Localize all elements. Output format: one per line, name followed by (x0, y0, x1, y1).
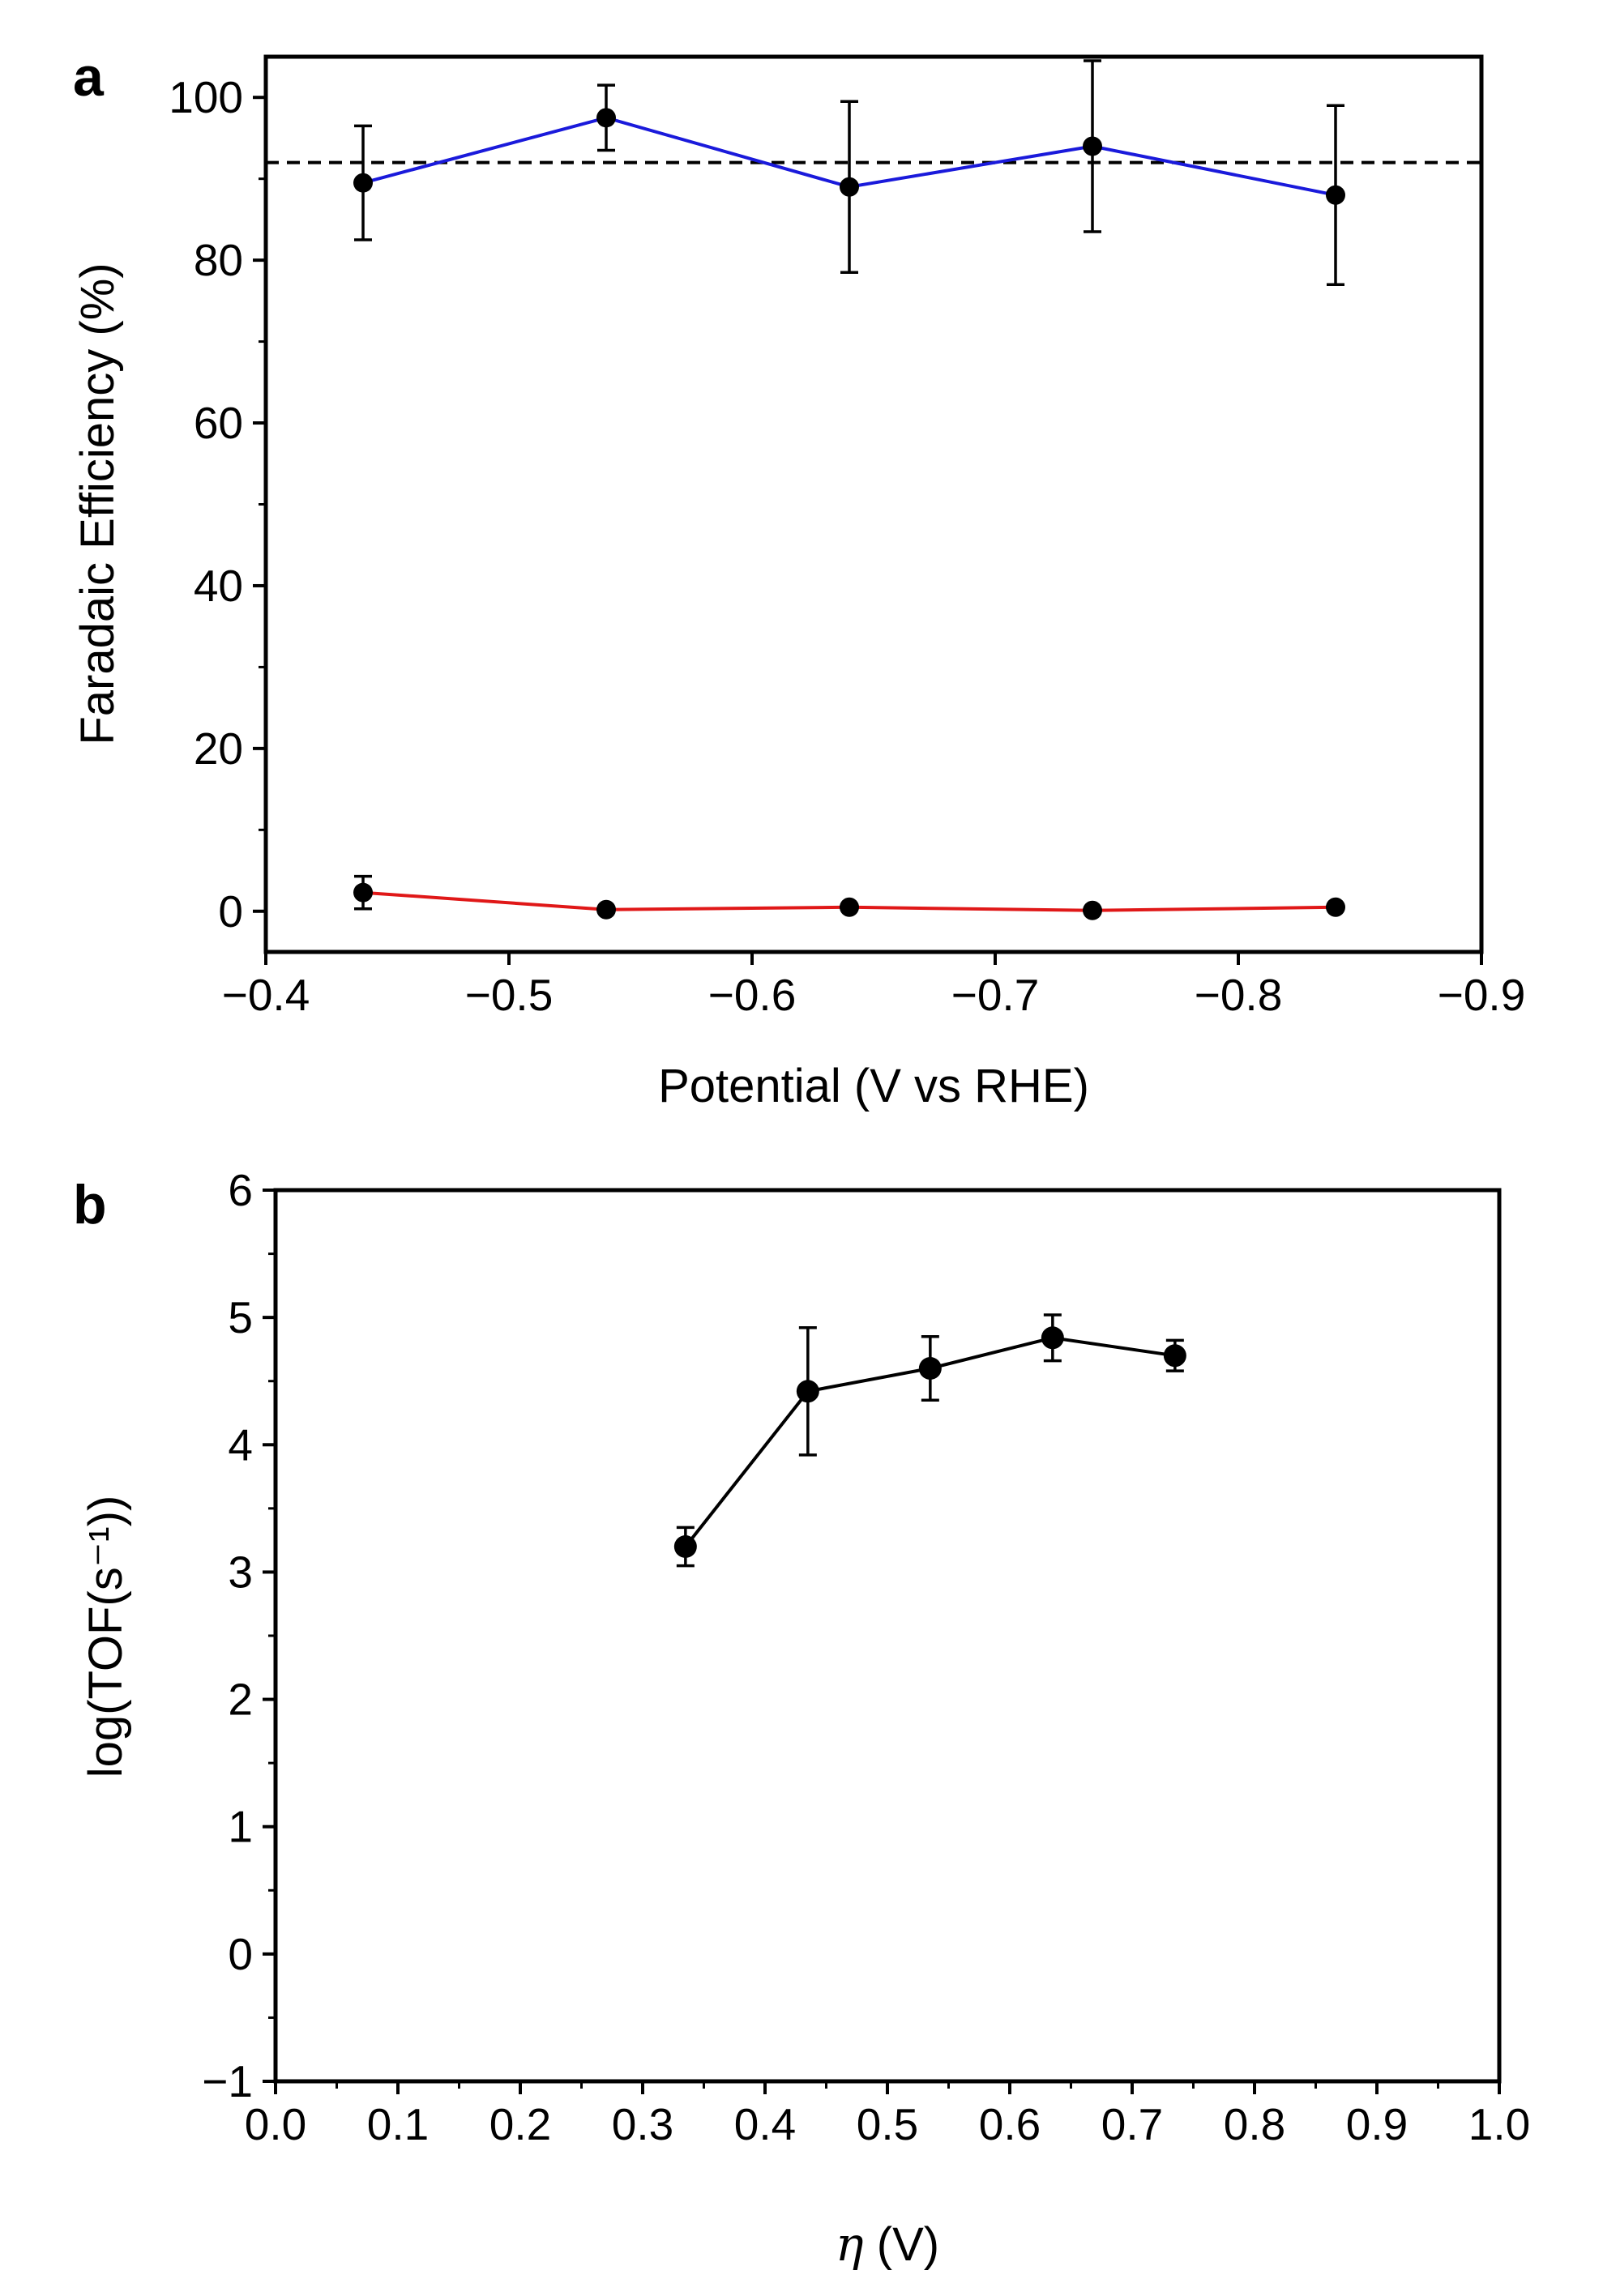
panel-b-data-point (1041, 1326, 1064, 1350)
panel-a-y-tick-label: 60 (194, 398, 243, 448)
panel-b-x-tick-label: 0.7 (1101, 2099, 1163, 2149)
panel-a-data-point (840, 177, 859, 197)
panel-b-y-tick-label: 0 (228, 1929, 253, 1979)
panel-a-y-tick-label: 40 (194, 561, 243, 611)
panel-b-y-tick-label: 6 (228, 1165, 253, 1215)
panel-b-x-tick-label: 0.2 (489, 2099, 551, 2149)
panel-a-data-point (596, 899, 616, 920)
panel-b: b 0.0 0.1 0.2 0.3 0.4 0.5 0.6 0.7 0.8 0.9 1.0 −1 0 1 2… (73, 1165, 1530, 2272)
panel-b-y-tick-label: 1 (228, 1802, 253, 1852)
panel-b-x-tick-label: 0.3 (612, 2099, 673, 2149)
panel-a: a −0.4 −0.5 −0.6 −0.7 −0.8 −0.9 0 20 40 60 80 100 P… (71, 46, 1525, 1112)
panel-a-data-point (353, 173, 373, 193)
panel-b-x-tick-label: 0.0 (245, 2099, 306, 2149)
panel-b-x-tick-label: 0.4 (734, 2099, 796, 2149)
panel-a-y-tick-label: 80 (194, 235, 243, 285)
panel-a-x-tick-label: −0.6 (708, 970, 797, 1020)
panel-b-x-axis-unit: (V) (864, 2218, 939, 2271)
panel-a-y-tick-label: 0 (218, 886, 243, 937)
panel-b-x-axis-symbol: η (836, 2217, 864, 2272)
panel-b-data-point (796, 1380, 819, 1403)
panel-b-x-tick-label: 0.1 (367, 2099, 429, 2149)
panel-b-data-point (918, 1357, 942, 1380)
panel-b-x-tick-label: 0.6 (979, 2099, 1041, 2149)
panel-a-data-point (840, 897, 859, 917)
panel-b-y-tick-label: 3 (228, 1547, 253, 1597)
panel-b-label: b (73, 1174, 107, 1235)
panel-b-x-axis-title: η (V) (836, 2217, 939, 2272)
panel-a-x-axis-title: Potential (V vs RHE) (658, 1060, 1089, 1112)
panel-b-y-tick-label: 5 (228, 1292, 253, 1342)
panel-a-series (353, 59, 1345, 920)
panel-b-x-tick-label: 1.0 (1468, 2099, 1530, 2149)
panel-a-x-tick-label: −0.7 (951, 970, 1040, 1020)
panel-a-y-tick-label: 100 (169, 72, 243, 122)
panel-a-data-point (1326, 897, 1345, 917)
panel-a-y-tick-label: 20 (194, 723, 243, 774)
panel-a-y-axis-title: Faradaic Efficiency (%) (71, 262, 124, 745)
panel-a-x-tick-label: −0.9 (1438, 970, 1526, 1020)
panel-a-data-point (1083, 900, 1102, 920)
panel-b-data-point (673, 1535, 697, 1558)
panel-a-data-point (596, 108, 616, 128)
panel-b-data-point (1163, 1344, 1186, 1368)
panel-b-y-axis-title: log(TOF(s⁻¹)) (79, 1496, 132, 1778)
panel-b-y-tick-label: 4 (228, 1419, 253, 1470)
panel-a-label: a (73, 46, 105, 108)
panel-b-y-tick-label: 2 (228, 1675, 253, 1725)
panel-a-ticks: −0.4 −0.5 −0.6 −0.7 −0.8 −0.9 0 20 40 60 80 100 (169, 72, 1525, 1020)
panel-b-ticks: 0.0 0.1 0.2 0.3 0.4 0.5 0.6 0.7 0.8 0.9 1.0 −1 0 1 2 3 4… (202, 1165, 1530, 2149)
panel-a-data-point (1083, 136, 1102, 156)
panel-a-x-tick-label: −0.8 (1195, 970, 1283, 1020)
panel-b-y-tick-label: −1 (202, 2056, 253, 2106)
panel-b-x-tick-label: 0.9 (1346, 2099, 1408, 2149)
panel-a-x-tick-label: −0.4 (222, 970, 310, 1020)
panel-b-series (673, 1313, 1186, 1568)
panel-a-x-tick-label: −0.5 (465, 970, 554, 1020)
panel-a-data-point (1326, 185, 1345, 205)
panel-a-data-point (353, 882, 373, 903)
panel-b-x-tick-label: 0.8 (1224, 2099, 1285, 2149)
panel-b-x-tick-label: 0.5 (857, 2099, 918, 2149)
